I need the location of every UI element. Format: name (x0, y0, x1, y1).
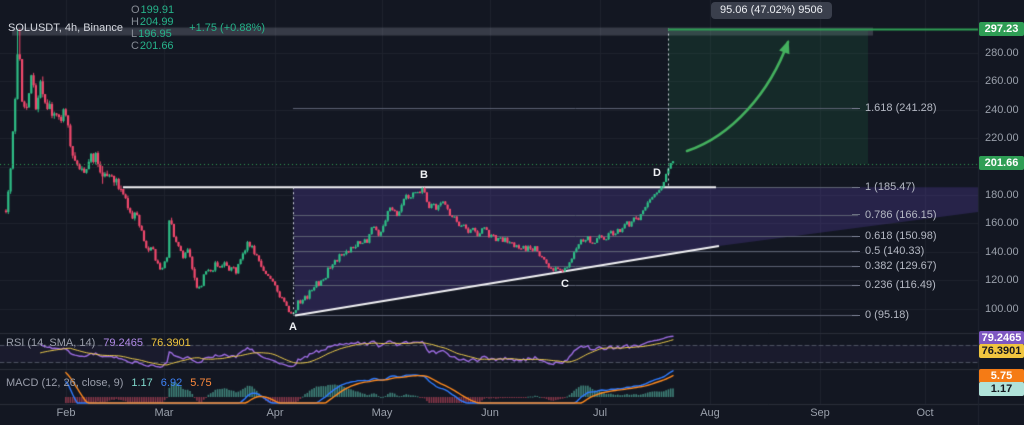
macd-title[interactable]: MACD (12, 26, close, 9) (6, 377, 124, 389)
ohlc-value: 201.66 (139, 40, 174, 52)
fib-level-label: 0.786 (166.15) (852, 209, 937, 221)
macd-legend: MACD (12, 26, close, 9) 1.17 6.92 5.75 (6, 377, 212, 389)
fib-tick-dash (852, 266, 860, 268)
target-price-badge: 297.23 (979, 22, 1024, 36)
current-price-badge: 201.66 (979, 156, 1024, 170)
ohlc-key: O (130, 4, 140, 16)
rsi-sma-badge: 76.3901 (979, 344, 1024, 358)
fib-tick-dash (852, 214, 860, 216)
time-tick-may: May (371, 407, 393, 419)
price-tick-label: 160.00 (985, 217, 1019, 230)
rsi-sma-value: 76.3901 (151, 337, 191, 349)
ohlc-value: 199.91 (140, 4, 175, 16)
fib-tick-dash (852, 315, 860, 317)
fib-level-label: 0.5 (140.33) (852, 245, 924, 257)
symbol-ohlc-legend: SOLUSDT, 4h, Binance O 199.91 H 204.99 L 196.… (8, 4, 265, 52)
time-tick-feb: Feb (56, 407, 76, 419)
fib-level-label: 0.236 (116.49) (852, 279, 936, 291)
rsi-value: 79.2465 (103, 337, 144, 349)
macd-value: 6.92 (160, 377, 183, 389)
fib-level-text: 0.5 (140.33) (865, 245, 925, 258)
price-tick-label: 220.00 (985, 132, 1019, 145)
macd-hist-value: 1.17 (131, 377, 153, 389)
fib-level-text: 0.618 (150.98) (865, 230, 937, 243)
ohlc-item: C 201.66 (131, 40, 174, 52)
fib-level-text: 1 (185.47) (865, 181, 916, 194)
fib-level-text: 0.786 (166.15) (865, 208, 937, 221)
price-tick-label: 120.00 (985, 274, 1019, 287)
measure-tooltip: 95.06 (47.02%) 9506 (711, 2, 832, 19)
ohlc-key: C (130, 40, 139, 52)
ohlc-value: 196.95 (138, 28, 172, 40)
ohlc-key: L (130, 28, 138, 40)
ohlc-item: L 196.95 (131, 28, 174, 40)
price-tick-label: 180.00 (985, 189, 1019, 201)
macd-signal-value: 5.75 (190, 377, 212, 389)
fib-level-label: 0 (95.18) (852, 309, 909, 321)
ohlc-item: H 204.99 (131, 16, 174, 28)
fib-level-text: 0 (95.18) (865, 309, 910, 322)
time-tick-mar: Mar (154, 407, 174, 419)
time-tick-sep: Sep (810, 407, 830, 419)
fib-level-text: 0.382 (129.67) (865, 260, 937, 273)
pattern-point-d: D (653, 167, 661, 179)
ohlc-key: H (130, 16, 139, 28)
fib-level-label: 1.618 (241.28) (852, 102, 937, 114)
rsi-title[interactable]: RSI (14, SMA, 14) (6, 337, 96, 349)
price-tick-label: 280.00 (985, 47, 1019, 59)
fib-tick-dash (852, 186, 860, 188)
pattern-point-b: B (420, 169, 428, 181)
fib-level-label: 0.382 (129.67) (852, 260, 937, 272)
time-tick-aug: Aug (700, 407, 720, 419)
price-tick-label: 240.00 (985, 103, 1019, 116)
fib-tick-dash (852, 250, 860, 252)
time-tick-jun: Jun (481, 407, 499, 419)
price-tick-label: 260.00 (985, 75, 1019, 88)
time-tick-apr: Apr (266, 407, 284, 419)
ohlc-values: O 199.91 H 204.99 L 196.95 C 201.66 (131, 4, 181, 52)
fib-level-text: 0.236 (116.49) (865, 279, 936, 292)
price-tick-label: 140.00 (985, 245, 1019, 258)
rsi-value-badge: 79.2465 (979, 331, 1024, 345)
rsi-legend: RSI (14, SMA, 14) 79.2465 76.3901 (6, 337, 191, 349)
price-tick-label: 100.00 (985, 302, 1019, 315)
ohlc-value: 204.99 (139, 16, 174, 28)
fib-tick-dash (852, 235, 860, 237)
time-tick-jul: Jul (592, 407, 608, 419)
fib-level-label: 0.618 (150.98) (852, 230, 937, 242)
macd-hist-badge: 1.17 (979, 382, 1024, 396)
time-tick-oct: Oct (916, 407, 934, 419)
fib-tick-dash (852, 284, 860, 286)
macd-signal-badge: 5.75 (979, 369, 1024, 383)
fib-level-label: 1 (185.47) (852, 181, 915, 193)
fib-tick-dash (852, 107, 860, 109)
ohlc-item: O 199.91 (131, 4, 174, 16)
fib-level-text: 1.618 (241.28) (865, 101, 937, 114)
pattern-point-a: A (289, 321, 297, 333)
price-change: +1.75 (+0.88%) (189, 22, 266, 34)
symbol-title[interactable]: SOLUSDT, 4h, Binance (8, 22, 123, 34)
pattern-point-c: C (561, 278, 569, 290)
